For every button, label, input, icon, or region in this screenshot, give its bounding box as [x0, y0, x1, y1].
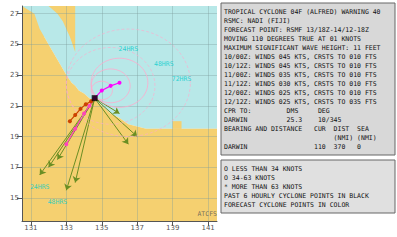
svg-text:137: 137: [131, 224, 144, 232]
svg-text:24HRS: 24HRS: [119, 45, 139, 53]
svg-text:19: 19: [10, 133, 19, 141]
svg-text:(NMI) (NMI): (NMI) (NMI): [224, 134, 377, 142]
svg-text:O 34-63 KNOTS: O 34-63 KNOTS: [224, 174, 275, 182]
svg-text:21: 21: [10, 102, 19, 110]
svg-text:MOVING 110 DEGREES TRUE AT 01: MOVING 110 DEGREES TRUE AT 01 KNOTS: [224, 35, 361, 43]
svg-text:131: 131: [24, 224, 37, 232]
svg-text:10/00Z: WINDS 045 KTS, CRSTS T: 10/00Z: WINDS 045 KTS, CRSTS TO 010 FTS: [224, 53, 377, 61]
svg-text:23: 23: [10, 71, 19, 79]
svg-text:11/00Z: WINDS 035 KTS, CRSTS T: 11/00Z: WINDS 035 KTS, CRSTS TO 010 FTS: [224, 71, 377, 79]
svg-text:ATCFS: ATCFS: [197, 210, 217, 218]
svg-text:10/12Z: WINDS 045 KTS, CRSTS T: 10/12Z: WINDS 045 KTS, CRSTS TO 010 FTS: [224, 62, 377, 70]
svg-text:DARWIN 110 37: DARWIN 110 370 0: [224, 143, 361, 151]
svg-text:PAST 6 HOURLY CYCLONE POINTS I: PAST 6 HOURLY CYCLONE POINTS IN BLACK: [224, 192, 369, 200]
svg-text:* MORE THAN 63 KNOTS: * MORE THAN 63 KNOTS: [224, 183, 302, 191]
svg-text:25: 25: [10, 40, 19, 48]
svg-text:CPR TO: DMS DEG: CPR TO: DMS DEG: [224, 107, 330, 115]
svg-text:RSMC: NADI (FIJI): RSMC: NADI (FIJI): [224, 17, 291, 25]
svg-text:O LESS THAN 34 KNOTS: O LESS THAN 34 KNOTS: [224, 165, 302, 173]
svg-text:FORECAST CYCLONE POINTS IN COL: FORECAST CYCLONE POINTS IN COLOR: [224, 201, 349, 209]
svg-text:TROPICAL CYCLONE 04F (ALFRED): TROPICAL CYCLONE 04F (ALFRED) WARNING 40: [224, 8, 381, 16]
svg-text:133: 133: [60, 224, 73, 232]
svg-text:17: 17: [10, 163, 19, 171]
svg-text:12/00Z: WINDS 025 KTS, CRSTS T: 12/00Z: WINDS 025 KTS, CRSTS TO 010 FTS: [224, 89, 377, 97]
svg-text:BEARING AND DISTANCE CUR DI: BEARING AND DISTANCE CUR DIST SEA: [224, 125, 369, 133]
svg-text:15: 15: [10, 194, 19, 202]
svg-text:135: 135: [95, 224, 108, 232]
svg-text:48HRS: 48HRS: [48, 198, 68, 206]
svg-text:12/12Z: WINDS 025 KTS, CRSTS T: 12/12Z: WINDS 025 KTS, CRSTS TO 035 FTS: [224, 98, 377, 106]
svg-text:11/12Z: WINDS 030 KTS, CRSTS T: 11/12Z: WINDS 030 KTS, CRSTS TO 010 FTS: [224, 80, 377, 88]
svg-text:141: 141: [201, 224, 214, 232]
svg-text:FORECAST POINT: RSMF 13/18Z-14: FORECAST POINT: RSMF 13/18Z-14/12-18Z: [224, 26, 369, 34]
svg-text:139: 139: [166, 224, 179, 232]
svg-text:MAXIMUM SIGNIFICANT WAVE HEIGH: MAXIMUM SIGNIFICANT WAVE HEIGHT: 11 FEET: [224, 44, 381, 52]
svg-text:72HRS: 72HRS: [172, 75, 192, 83]
svg-text:48HRS: 48HRS: [154, 60, 174, 68]
svg-text:27: 27: [10, 10, 19, 18]
svg-text:24HRS: 24HRS: [30, 183, 50, 191]
svg-text:DARWIN 25.3 10/345: DARWIN 25.3 10/345: [224, 116, 341, 124]
